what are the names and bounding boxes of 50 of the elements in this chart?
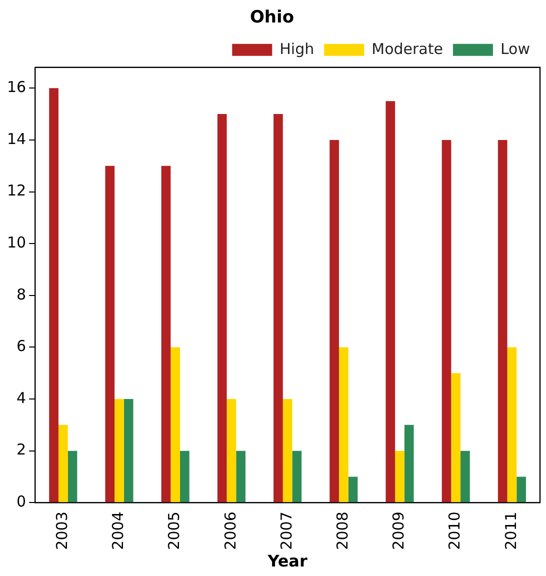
- bar: [348, 476, 358, 502]
- y-tick-label: 4: [16, 388, 26, 407]
- x-tick-label: 2003: [53, 512, 72, 550]
- bar: [170, 347, 180, 502]
- bar: [404, 424, 414, 502]
- x-tick-label: 2010: [446, 512, 464, 550]
- bar: [282, 399, 292, 502]
- bar: [124, 399, 134, 502]
- chart-title: Ohio: [250, 8, 294, 28]
- x-axis-title: Year: [266, 552, 308, 571]
- x-tick-label: 2009: [390, 512, 408, 550]
- x-tick-label: 2004: [109, 512, 128, 550]
- bar: [274, 114, 283, 502]
- x-tick-label: 2007: [277, 512, 296, 550]
- bar: [386, 101, 396, 502]
- bar: [49, 88, 58, 502]
- y-tick-label: 8: [16, 285, 26, 304]
- bar: [58, 424, 68, 502]
- y-tick-label: 0: [16, 492, 26, 511]
- legend-label: High: [280, 40, 314, 58]
- bar: [442, 140, 452, 502]
- legend-label: Moderate: [372, 40, 443, 58]
- bar: [516, 476, 526, 502]
- legend-label: Low: [500, 40, 530, 58]
- y-tick-label: 2: [16, 440, 26, 459]
- bar: [236, 450, 246, 502]
- bar: [68, 450, 78, 502]
- bar: [395, 450, 404, 502]
- x-tick-label: 2006: [221, 512, 240, 550]
- bar: [217, 114, 227, 502]
- y-tick-label: 16: [6, 78, 26, 96]
- y-tick-label: 10: [6, 233, 26, 252]
- y-tick-label: 12: [6, 182, 26, 200]
- bar: [338, 347, 348, 502]
- bar: [460, 450, 470, 502]
- y-tick-label: 6: [16, 337, 26, 356]
- bar: [330, 140, 339, 502]
- x-tick-label: 2005: [165, 512, 184, 550]
- bar: [507, 347, 517, 502]
- x-tick-label: 2011: [502, 512, 520, 550]
- bar: [226, 399, 236, 502]
- bar: [114, 399, 124, 502]
- bar: [180, 450, 190, 502]
- bar: [161, 166, 171, 502]
- y-tick-label: 14: [6, 130, 26, 148]
- bar: [105, 166, 115, 502]
- x-tick-label: 2008: [334, 512, 352, 550]
- bar: [498, 140, 508, 502]
- bar: [292, 450, 302, 502]
- bar: [451, 373, 461, 502]
